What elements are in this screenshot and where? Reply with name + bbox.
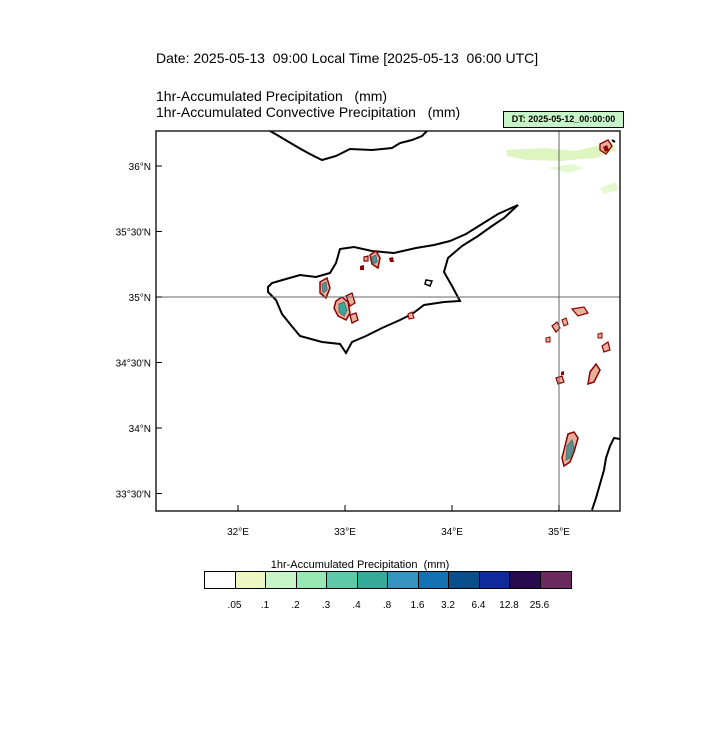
syria-lebanon-coastline (591, 436, 621, 511)
precip-cell (345, 292, 356, 307)
colorbar-labels: .05 .1 .2 .3 .4 .8 1.6 3.2 6.4 12.8 25.6 (204, 600, 574, 614)
light-precip-areas (506, 142, 618, 194)
coastlines (267, 130, 621, 511)
turkey-coastline-east (611, 139, 616, 143)
lon-tick-label: 35°E (548, 527, 570, 538)
lat-tick-label: 33°30'N (116, 490, 151, 501)
colorbar-swatch (510, 572, 541, 588)
precip-cell (565, 438, 575, 461)
colorbar-swatch (449, 572, 480, 588)
precip-cell (360, 265, 364, 270)
precip-cell (561, 317, 569, 327)
precip-cell (555, 375, 565, 385)
lat-tick-label: 34°N (129, 424, 151, 435)
lat-tick-label: 35°N (129, 293, 151, 304)
colorbar-label: .05 (227, 600, 242, 611)
colorbar-swatch (357, 572, 388, 588)
colorbar-label: .2 (291, 600, 300, 611)
precip-cell (363, 255, 369, 262)
colorbar-label: 6.4 (471, 600, 486, 611)
colorbar-label: .3 (321, 600, 331, 611)
cyprus-coastline (267, 204, 519, 355)
precip-cell (407, 311, 415, 320)
convective-cells (319, 139, 613, 468)
lat-tick-label: 35°30'N (116, 228, 151, 239)
title-precipitation: 1hr-Accumulated Precipitation (mm) (156, 88, 388, 104)
precip-cell (601, 341, 611, 353)
colorbar-label: 12.8 (499, 600, 519, 611)
precip-cell (349, 312, 359, 324)
colorbar-swatch (540, 572, 571, 588)
colorbar-swatch (205, 572, 236, 588)
precip-cell (603, 145, 609, 152)
lon-tick-label: 32°E (227, 527, 249, 538)
colorbar-label: .4 (352, 600, 361, 611)
lat-tick-label: 36°N (129, 162, 151, 173)
colorbar-swatch (266, 572, 297, 588)
precip-cell (561, 371, 564, 375)
colorbar (204, 571, 572, 589)
cyprus-lake (424, 279, 434, 287)
precip-cell (371, 254, 378, 265)
precip-cell (587, 362, 601, 386)
lat-tick-label: 34°30'N (116, 359, 151, 370)
colorbar-label: 3.2 (441, 600, 455, 611)
dt-badge: DT: 2025-05-12_00:00:00 (503, 111, 624, 128)
precip-cell (551, 321, 561, 333)
ticks-layer: 32°E 33°E 34°E 35°E 36°N 35°30'N 35°N 34°30'N 34… (116, 162, 571, 538)
date-line: Date: 2025-05-13 09:00 Local Time [2025-… (156, 50, 539, 66)
lon-tick-label: 33°E (334, 527, 356, 538)
colorbar-label: .8 (382, 600, 392, 611)
grid-layer (156, 131, 620, 511)
colorbar-label: .1 (260, 600, 270, 611)
map-frame (155, 130, 621, 512)
light-precip-band-2 (548, 164, 584, 173)
turkey-coastline (269, 130, 428, 162)
precip-cell (389, 257, 394, 262)
precip-cell (545, 336, 551, 343)
precip-cell (597, 332, 603, 339)
light-precip-band-1 (506, 142, 616, 161)
colorbar-label: 25.6 (529, 600, 550, 611)
colorbar-swatch (296, 572, 327, 588)
colorbar-title: 1hr-Accumulated Precipitation (mm) (270, 559, 450, 571)
precip-cell (338, 301, 348, 317)
light-precip-band-3 (600, 182, 618, 194)
colorbar-swatch (388, 572, 419, 588)
precip-cell (570, 306, 589, 317)
lon-tick-label: 34°E (441, 527, 463, 538)
precip-cell (321, 281, 328, 294)
title-convective-precipitation: 1hr-Accumulated Convective Precipitation… (156, 104, 461, 120)
colorbar-swatch (418, 572, 449, 588)
colorbar-label: 1.6 (410, 600, 425, 611)
colorbar-swatch (479, 572, 510, 588)
colorbar-swatch (235, 572, 266, 588)
colorbar-swatch (327, 572, 358, 588)
